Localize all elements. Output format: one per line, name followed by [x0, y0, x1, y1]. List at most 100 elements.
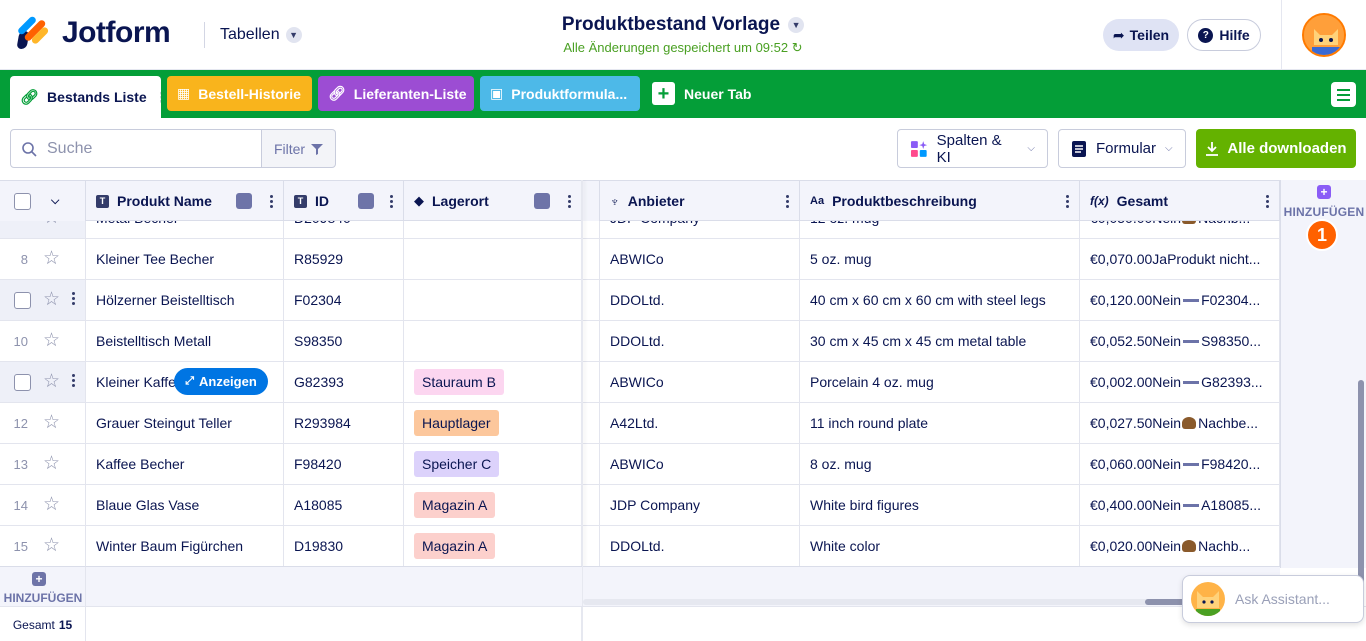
description-cell[interactable]: 11 inch round plate [800, 403, 1080, 443]
menu-icon[interactable] [1331, 82, 1356, 107]
column-header-product-name[interactable]: T Produkt Name [86, 181, 284, 221]
id-cell[interactable]: D19830 [284, 526, 404, 566]
total-cell[interactable]: €0,002.00Nein G82393... [1080, 362, 1280, 402]
column-menu-icon[interactable] [270, 194, 273, 209]
star-icon[interactable]: ☆ [43, 535, 61, 556]
column-menu-icon[interactable] [390, 194, 393, 209]
show-row-button[interactable]: ⤢ Anzeigen [174, 368, 268, 395]
total-cell[interactable]: €0,060.00Nein F98420... [1080, 444, 1280, 484]
table-row[interactable]: ☆ Hölzerner Beistelltisch F02304 DDOLtd. 40 … [0, 280, 1280, 321]
total-cell[interactable]: €0,120.00Nein F02304... [1080, 280, 1280, 320]
supplier-cell[interactable]: ABWICo [600, 444, 800, 484]
column-header-total[interactable]: f(x) Gesamt [1080, 181, 1280, 221]
product-name-cell[interactable]: Kleiner Tee Becher [86, 239, 284, 279]
filter-button[interactable]: Filter [261, 129, 336, 168]
add-row-button[interactable]: + HINZUFÜGEN [0, 566, 86, 606]
total-cell[interactable]: €0,027.50Nein Nachbe... [1080, 403, 1280, 443]
star-icon[interactable]: ☆ [43, 330, 61, 351]
total-cell[interactable]: €0,070.00JaProdukt nicht... [1080, 239, 1280, 279]
row-checkbox[interactable] [14, 374, 31, 391]
description-cell[interactable]: Porcelain 4 oz. mug [800, 362, 1080, 402]
form-button[interactable]: Formular ⌵ [1058, 129, 1186, 168]
pin-icon[interactable] [236, 193, 252, 209]
column-header-supplier[interactable]: ♆ Anbieter [600, 181, 800, 221]
supplier-cell[interactable]: ABWICo [600, 362, 800, 402]
location-cell[interactable] [404, 280, 582, 320]
star-icon[interactable]: ☆ [43, 494, 61, 515]
supplier-cell[interactable]: JDP Company [600, 485, 800, 525]
row-checkbox[interactable] [14, 292, 31, 309]
column-header-id[interactable]: T ID [284, 181, 404, 221]
product-name-cell[interactable]: Kaffee Becher [86, 444, 284, 484]
product-name-cell[interactable]: Beistelltisch Metall [86, 321, 284, 361]
id-cell[interactable]: R85929 [284, 239, 404, 279]
id-cell[interactable]: S98350 [284, 321, 404, 361]
description-cell[interactable]: 8 oz. mug [800, 444, 1080, 484]
supplier-cell[interactable]: DDOLtd. [600, 526, 800, 566]
product-name-cell[interactable]: Winter Baum Figürchen [86, 526, 284, 566]
columns-ai-button[interactable]: Spalten & KI ⌵ [897, 129, 1048, 168]
column-header-location[interactable]: ◆ Lagerort [404, 181, 582, 221]
product-name-cell[interactable]: Grauer Steingut Teller [86, 403, 284, 443]
tab-bestell-historie[interactable]: ▦ Bestell-Historie [167, 76, 312, 111]
table-row[interactable]: 10 ☆ Beistelltisch Metall S98350 DDOLtd. 30 c… [0, 321, 1280, 362]
pin-icon[interactable] [534, 193, 550, 209]
total-cell[interactable]: €0,052.50Nein S98350... [1080, 321, 1280, 361]
search-input[interactable] [47, 139, 247, 158]
tab-bestands-liste[interactable]: 🔗︎ Bestands Liste ⋮ [10, 76, 161, 118]
star-icon[interactable]: ☆ [43, 412, 61, 433]
id-cell[interactable]: A18085 [284, 485, 404, 525]
product-name-cell[interactable]: Kleiner Kaffe [86, 362, 284, 402]
table-row[interactable]: 13 ☆ Kaffee Becher F98420 Speicher C ABWICo 8 … [0, 444, 1280, 485]
vertical-scrollbar[interactable] [1358, 380, 1364, 590]
description-cell[interactable]: 5 oz. mug [800, 239, 1080, 279]
new-tab-button[interactable]: + Neuer Tab [652, 82, 751, 105]
tables-dropdown[interactable]: Tabellen ▼ [220, 26, 302, 44]
column-menu-icon[interactable] [1266, 194, 1269, 209]
location-cell[interactable] [404, 239, 582, 279]
location-cell[interactable]: Stauraum B [404, 362, 582, 402]
table-row[interactable]: 14 ☆ Blaue Glas Vase A18085 Magazin A JDP Com… [0, 485, 1280, 526]
star-icon[interactable]: ☆ [43, 453, 61, 474]
select-all-checkbox[interactable] [14, 192, 31, 210]
product-name-cell[interactable]: Hölzerner Beistelltisch [86, 280, 284, 320]
tab-more-icon[interactable]: ⋮ [155, 89, 161, 106]
column-header-description[interactable]: Aa Produktbeschreibung [800, 181, 1080, 221]
supplier-cell[interactable]: DDOLtd. [600, 321, 800, 361]
location-cell[interactable]: Speicher C [404, 444, 582, 484]
id-cell[interactable]: G82393 [284, 362, 404, 402]
supplier-cell[interactable]: A42Ltd. [600, 403, 800, 443]
ask-assistant-input[interactable]: Ask Assistant... [1182, 575, 1364, 623]
id-cell[interactable]: F98420 [284, 444, 404, 484]
description-cell[interactable]: 40 cm x 60 cm x 60 cm with steel legs [800, 280, 1080, 320]
row-menu-icon[interactable] [72, 374, 75, 387]
share-button[interactable]: ➦ Teilen [1103, 19, 1179, 51]
jotform-logo[interactable]: Jotform [16, 15, 171, 50]
help-button[interactable]: ? Hilfe [1187, 19, 1261, 51]
product-name-cell[interactable]: Blaue Glas Vase [86, 485, 284, 525]
tab-lieferanten-liste[interactable]: 🔗︎ Lieferanten-Liste [318, 76, 474, 111]
column-menu-icon[interactable] [568, 194, 571, 209]
download-all-button[interactable]: Alle downloaden [1196, 129, 1356, 168]
description-cell[interactable]: White bird figures [800, 485, 1080, 525]
chevron-down-icon[interactable]: ⌵ [51, 194, 60, 207]
table-row[interactable]: 15 ☆ Winter Baum Figürchen D19830 Magazin A D… [0, 526, 1280, 567]
total-cell[interactable]: €0,020.00Nein Nachb... [1080, 526, 1280, 566]
row-menu-icon[interactable] [72, 292, 75, 305]
table-row[interactable]: 12 ☆ Grauer Steingut Teller R293984 Hauptlag… [0, 403, 1280, 444]
column-menu-icon[interactable] [1066, 194, 1069, 209]
star-icon[interactable]: ☆ [43, 371, 61, 392]
total-cell[interactable]: €0,400.00Nein A18085... [1080, 485, 1280, 525]
width-icon[interactable] [358, 193, 374, 209]
location-cell[interactable]: Magazin A [404, 485, 582, 525]
location-cell[interactable] [404, 321, 582, 361]
avatar[interactable] [1302, 13, 1346, 57]
star-icon[interactable]: ☆ [43, 289, 61, 310]
id-cell[interactable]: R293984 [284, 403, 404, 443]
star-icon[interactable]: ☆ [43, 248, 61, 269]
column-menu-icon[interactable] [786, 194, 789, 209]
table-row[interactable]: 8 ☆ Kleiner Tee Becher R85929 ABWICo 5 oz. mu… [0, 239, 1280, 280]
location-cell[interactable]: Magazin A [404, 526, 582, 566]
description-cell[interactable]: White color [800, 526, 1080, 566]
supplier-cell[interactable]: ABWICo [600, 239, 800, 279]
